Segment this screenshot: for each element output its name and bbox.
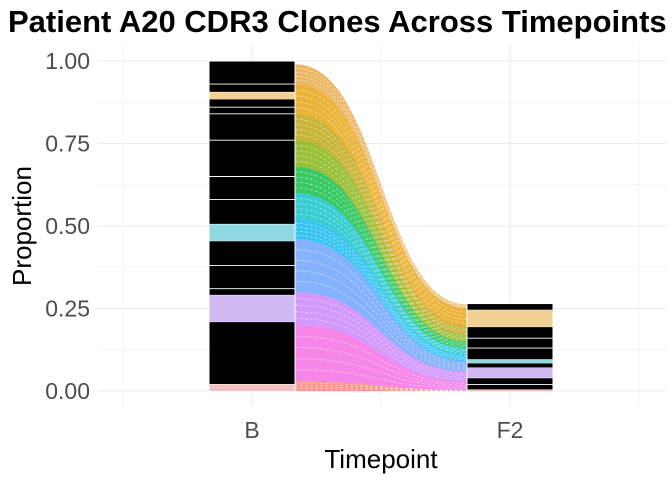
flow-line: [294, 67, 468, 306]
flow-line: [294, 386, 468, 392]
flow-line: [294, 134, 468, 334]
y-tick-label: 0.50: [45, 213, 90, 239]
flow-line: [294, 369, 468, 389]
flow-band-10: [295, 64, 467, 309]
x-tick-label: F2: [497, 417, 524, 443]
flow-line: [294, 118, 468, 329]
flow-line: [294, 187, 468, 348]
highlight-stratum-B-3: [209, 384, 295, 391]
flow-line: [294, 270, 468, 368]
flow-line: [294, 226, 468, 358]
flow-band-1: [295, 325, 467, 391]
flow-line: [294, 335, 468, 384]
flow-line: [294, 75, 468, 308]
y-tick-label: 0.00: [45, 378, 90, 404]
flow-line: [294, 249, 468, 364]
flow-line: [294, 95, 468, 317]
flow-band-6: [295, 166, 467, 349]
flow-line: [294, 230, 468, 360]
flow-line: [294, 347, 468, 386]
chart-title: Patient A20 CDR3 Clones Across Timepoint…: [8, 4, 667, 39]
flow-line: [294, 358, 468, 388]
highlight-stratum-B-1: [209, 224, 295, 241]
flow-line: [294, 150, 468, 338]
flow-line: [294, 259, 468, 366]
highlight-stratum-F2-2: [467, 367, 553, 378]
flow-line: [294, 318, 468, 381]
flow-line: [294, 203, 468, 352]
flow-line: [294, 182, 468, 346]
highlight-stratum-F2-1: [467, 359, 553, 363]
flow-line: [294, 234, 468, 361]
flow-line: [294, 222, 468, 357]
y-tick-label: 0.75: [45, 131, 90, 157]
flow-line: [294, 79, 468, 309]
flow-line: [294, 298, 468, 374]
x-tick-label: B: [244, 417, 259, 443]
flow-line: [294, 388, 468, 392]
flow-line: [294, 129, 468, 332]
flow-band-3: [295, 239, 467, 372]
flow-line: [294, 208, 468, 353]
flow-line: [294, 123, 468, 331]
y-axis-title: Proportion: [7, 166, 37, 286]
flow-line: [294, 107, 468, 324]
flow-band-4: [295, 219, 467, 362]
y-tick-label: 1.00: [45, 48, 90, 74]
flow-line: [294, 171, 468, 344]
flow-line: [294, 160, 468, 341]
flow-band-8: [295, 113, 467, 335]
flow-line: [294, 197, 468, 350]
highlight-stratum-F2-0: [467, 310, 553, 327]
y-tick-label: 0.25: [45, 296, 90, 322]
highlight-stratum-F2-3: [467, 389, 553, 392]
flow-line: [294, 89, 468, 313]
flow-line: [294, 281, 468, 370]
highlight-stratum-B-2: [209, 295, 295, 322]
flow-band-2: [295, 292, 467, 382]
flow-line: [294, 145, 468, 337]
flow-line: [294, 213, 468, 354]
flow-line: [294, 101, 468, 320]
flow-line: [294, 304, 468, 376]
highlight-stratum-B-0: [209, 92, 295, 99]
flow-line: [294, 176, 468, 345]
x-axis-title: Timepoint: [324, 444, 438, 474]
flow-line: [294, 155, 468, 340]
